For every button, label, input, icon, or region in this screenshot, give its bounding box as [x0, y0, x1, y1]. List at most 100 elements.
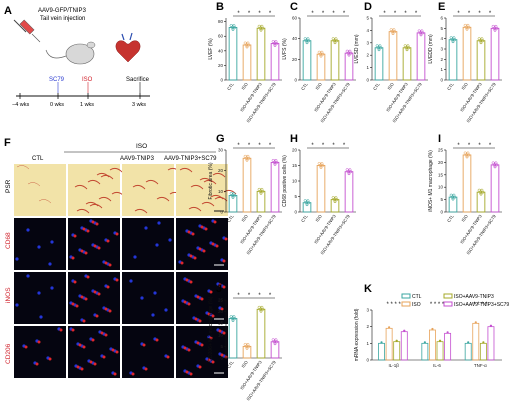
- y-tick-label: 0: [294, 210, 297, 215]
- data-point: [349, 51, 353, 55]
- data-point: [465, 27, 469, 31]
- x-tick-label: CTL: [226, 81, 235, 91]
- significance-mark: *: [332, 11, 335, 17]
- data-point: [407, 46, 411, 50]
- x-tick-label: ISO: [240, 81, 249, 90]
- fibrosis-mark: [85, 201, 99, 207]
- data-point: [321, 164, 325, 167]
- x-tick-label: ISO: [314, 213, 323, 222]
- data-point: [333, 200, 337, 204]
- fibrosis-mark: [109, 167, 123, 173]
- data-point: [245, 158, 249, 162]
- data-point: [321, 52, 325, 56]
- significance-mark: *: [468, 11, 471, 17]
- nucleus-mark: [129, 279, 133, 283]
- fibrosis-mark: [87, 179, 101, 185]
- bar: [490, 27, 500, 81]
- data-point: [493, 28, 497, 32]
- bar: [472, 322, 480, 361]
- micrograph-cd206: [14, 326, 66, 378]
- y-tick-label: 25: [438, 148, 444, 153]
- timeline-tick: 3 wks: [132, 102, 146, 108]
- y-axis-label: CD206+ M2 macrophage (%): [208, 296, 214, 362]
- nucleus-mark: [48, 262, 52, 266]
- nucleus-mark: [153, 291, 157, 295]
- stain-mark: [144, 367, 148, 371]
- bar: [385, 327, 393, 361]
- significance-mark: *: [457, 11, 460, 17]
- data-point: [233, 317, 237, 321]
- bar: [436, 341, 444, 361]
- data-point: [451, 197, 455, 201]
- panel-letter: G: [216, 133, 225, 145]
- stain-mark: [202, 249, 206, 253]
- data-point: [446, 331, 449, 334]
- stain-mark: [80, 367, 84, 371]
- stain-mark: [200, 297, 204, 301]
- micrograph-cd206: [122, 326, 174, 378]
- stain-mark: [115, 232, 119, 236]
- significance-mark: *: [237, 293, 240, 299]
- y-axis-label: LVESD (mm): [354, 34, 360, 63]
- stain-mark: [189, 254, 193, 258]
- y-axis-label: mRNA expression (fold): [354, 308, 360, 361]
- data-point: [275, 42, 279, 45]
- y-axis-label: iNOS+ M1 macrophage (%): [428, 150, 434, 212]
- bar: [448, 39, 458, 81]
- data-point: [261, 189, 265, 193]
- stain-mark: [166, 355, 170, 359]
- nucleus-mark: [26, 228, 30, 232]
- data-point: [451, 40, 455, 44]
- data-point: [307, 201, 311, 205]
- stain-mark: [89, 360, 93, 364]
- timeline-tick: 1 wks: [80, 102, 94, 108]
- bar: [256, 27, 266, 81]
- stain-mark: [200, 225, 204, 229]
- y-tick-label: 1: [440, 67, 443, 72]
- y-tick-label: 3: [440, 47, 443, 52]
- stain-mark: [78, 343, 82, 347]
- mouse-icon: [45, 41, 96, 65]
- stain-mark: [93, 290, 97, 294]
- bar: [429, 329, 436, 361]
- y-tick-label: 6: [440, 16, 443, 21]
- panel-letter: I: [438, 133, 441, 145]
- stain-mark: [191, 232, 195, 236]
- nucleus-mark: [15, 257, 19, 261]
- data-point: [391, 32, 395, 36]
- significance-mark: *: [478, 143, 481, 149]
- y-tick-label: 0: [366, 78, 369, 83]
- legend-label-iso: ISO: [412, 302, 421, 308]
- panel-letter: K: [364, 283, 372, 295]
- fibrosis-mark: [74, 184, 88, 190]
- stain-mark: [189, 280, 193, 284]
- y-tick-label: 2: [366, 324, 369, 329]
- stain-mark: [93, 244, 97, 248]
- legend-label-tnip3-sc79: ISO+AAV9-TNIP3+SC79: [454, 302, 509, 308]
- y-tick-label: 10: [292, 179, 298, 184]
- nucleus-mark: [157, 221, 161, 225]
- significance-mark: *: [404, 11, 407, 17]
- data-point: [482, 341, 485, 344]
- timeline-tick: −4 wks: [12, 102, 30, 108]
- col-header-ctl: CTL: [32, 156, 44, 162]
- y-tick-label: 80: [218, 19, 224, 24]
- x-tick-label: IL-1β: [388, 363, 399, 368]
- data-point: [467, 341, 470, 344]
- significance-mark: *: [343, 143, 346, 149]
- stain-mark: [213, 220, 217, 224]
- stain-mark: [183, 346, 187, 350]
- bar: [344, 171, 354, 213]
- event-sacrifice: Sacrifice: [126, 77, 150, 83]
- col-header-iso: ISO: [136, 143, 147, 150]
- fibrosis-mark: [188, 206, 202, 212]
- data-point: [259, 309, 263, 313]
- bar: [487, 326, 495, 361]
- data-point: [495, 163, 499, 167]
- nucleus-mark: [50, 286, 54, 290]
- micrograph-cd68: [122, 218, 174, 270]
- bar: [421, 342, 429, 361]
- micrograph-cd206: [176, 326, 228, 378]
- significance-mark: *: [248, 293, 251, 299]
- data-point: [261, 26, 265, 30]
